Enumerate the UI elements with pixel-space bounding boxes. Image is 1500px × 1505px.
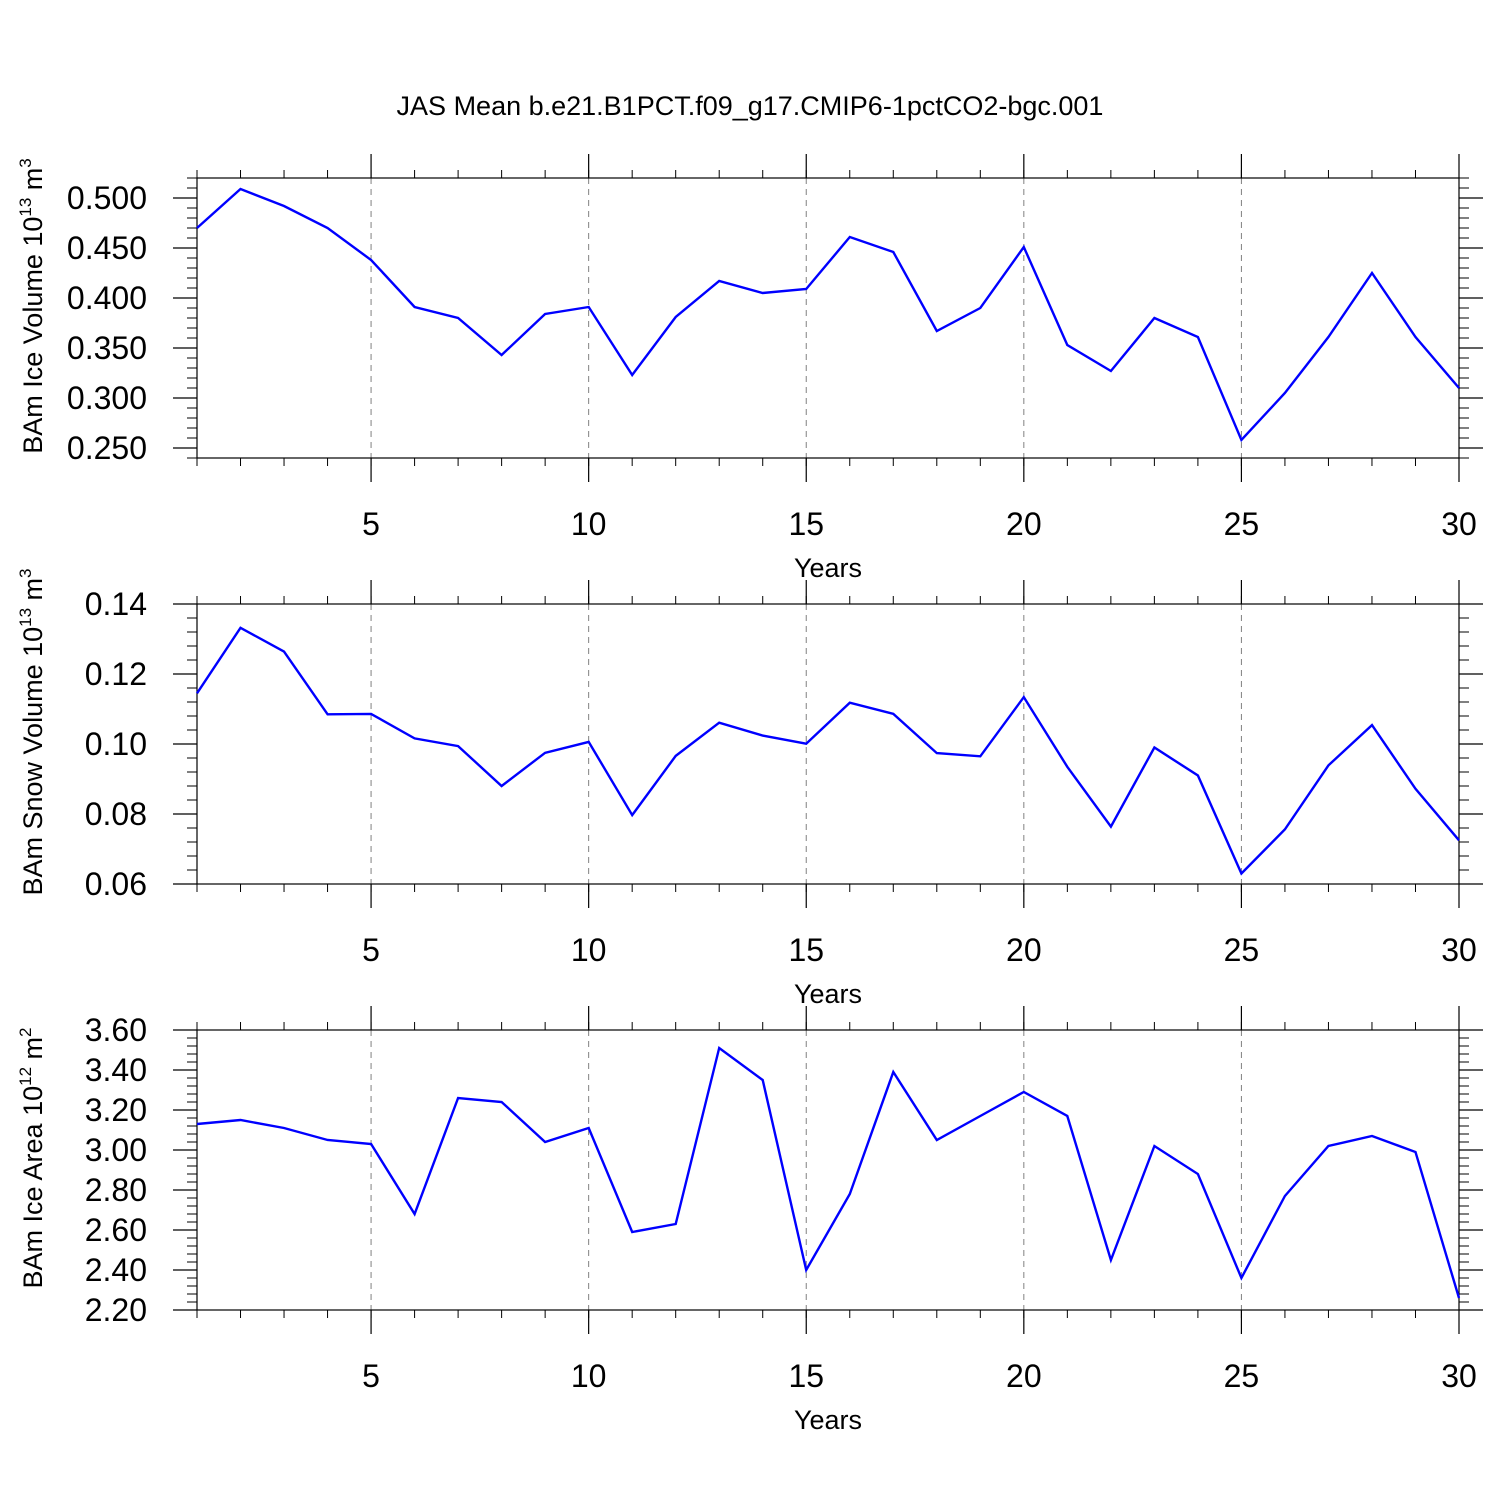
y-tick-label: 0.12 xyxy=(85,656,147,692)
y-tick-label: 0.450 xyxy=(67,230,147,266)
y-axis-label-part: 13 xyxy=(16,198,35,217)
plot-frame xyxy=(197,604,1459,884)
y-tick-label: 3.40 xyxy=(85,1052,147,1088)
plot-frame xyxy=(197,178,1459,458)
x-tick-label: 30 xyxy=(1441,1358,1477,1394)
series-line xyxy=(197,1048,1459,1298)
x-tick-label: 15 xyxy=(788,932,824,968)
chart-title: JAS Mean b.e21.B1PCT.f09_g17.CMIP6-1pctC… xyxy=(397,91,1104,121)
x-tick-label: 25 xyxy=(1224,1358,1260,1394)
y-axis-label: BAm Ice Area 1012 m2 xyxy=(16,1028,48,1289)
y-tick-label: 2.20 xyxy=(85,1292,147,1328)
x-tick-label: 10 xyxy=(571,1358,607,1394)
y-tick-label: 2.40 xyxy=(85,1252,147,1288)
y-axis-label-part: BAm Snow Volume 10 xyxy=(18,627,48,896)
y-tick-label: 0.14 xyxy=(85,586,147,622)
x-tick-label: 10 xyxy=(571,506,607,542)
panel-3: 5 10 15 20 25 30 2.20 2.40 2.60 2.80 3.00 3.20 3.40 3… xyxy=(16,1006,1483,1435)
x-axis-label: Years xyxy=(794,1405,862,1435)
y-tick-label: 0.10 xyxy=(85,726,147,762)
x-tick-label: 15 xyxy=(788,506,824,542)
y-tick-label: 3.20 xyxy=(85,1092,147,1128)
y-axis-label-part: m xyxy=(18,1037,48,1067)
y-axis-label-part: m xyxy=(18,168,48,198)
y-axis-label-part: 2 xyxy=(16,1028,35,1037)
y-tick-label: 0.350 xyxy=(67,330,147,366)
y-tick-label: 3.60 xyxy=(85,1012,147,1048)
y-axis-label-part: m xyxy=(18,578,48,608)
y-tick-label: 0.500 xyxy=(67,180,147,216)
x-axis-label: Years xyxy=(794,979,862,1009)
x-tick-label: 10 xyxy=(571,932,607,968)
y-axis-label-part: 3 xyxy=(16,158,35,167)
y-tick-label: 3.00 xyxy=(85,1132,147,1168)
y-axis-label-part: 12 xyxy=(16,1067,35,1086)
y-tick-label: 2.80 xyxy=(85,1172,147,1208)
x-tick-label: 5 xyxy=(362,506,380,542)
panel-1: 5 10 15 20 25 30 0.250 0.300 0.350 0.400 0.450 0.50… xyxy=(16,154,1483,583)
y-tick-label: 0.250 xyxy=(67,430,147,466)
y-axis-label-part: 3 xyxy=(16,568,35,577)
x-tick-label: 30 xyxy=(1441,506,1477,542)
y-tick-label: 0.400 xyxy=(67,280,147,316)
y-axis-label-part: BAm Ice Volume 10 xyxy=(18,217,48,454)
x-tick-label: 20 xyxy=(1006,932,1042,968)
y-tick-label: 0.06 xyxy=(85,866,147,902)
y-tick-label: 2.60 xyxy=(85,1212,147,1248)
x-axis-label: Years xyxy=(794,553,862,583)
y-axis-label-part: 13 xyxy=(16,608,35,627)
x-tick-label: 20 xyxy=(1006,506,1042,542)
panel-2: 5 10 15 20 25 30 0.06 0.08 0.10 0.12 0.14 Years BAm … xyxy=(16,568,1483,1009)
x-tick-label: 25 xyxy=(1224,932,1260,968)
y-axis-label-part: BAm Ice Area 10 xyxy=(18,1086,48,1289)
x-tick-label: 15 xyxy=(788,1358,824,1394)
y-axis-label: BAm Ice Volume 1013 m3 xyxy=(16,158,48,454)
x-tick-label: 30 xyxy=(1441,932,1477,968)
y-tick-label: 0.300 xyxy=(67,380,147,416)
series-line xyxy=(197,628,1459,874)
x-tick-label: 5 xyxy=(362,1358,380,1394)
y-axis-label: BAm Snow Volume 1013 m3 xyxy=(16,568,48,895)
x-tick-label: 20 xyxy=(1006,1358,1042,1394)
series-line xyxy=(197,189,1459,440)
x-tick-label: 5 xyxy=(362,932,380,968)
x-tick-label: 25 xyxy=(1224,506,1260,542)
y-tick-label: 0.08 xyxy=(85,796,147,832)
